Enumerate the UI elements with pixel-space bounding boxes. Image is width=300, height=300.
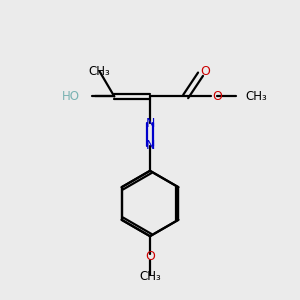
Text: O: O bbox=[200, 65, 210, 78]
Text: O: O bbox=[212, 90, 222, 103]
Text: CH₃: CH₃ bbox=[139, 270, 161, 283]
Text: CH₃: CH₃ bbox=[88, 65, 110, 78]
Text: HO: HO bbox=[62, 90, 80, 103]
Text: O: O bbox=[145, 250, 155, 263]
Text: N: N bbox=[145, 117, 155, 130]
Text: N: N bbox=[145, 139, 155, 152]
Text: CH₃: CH₃ bbox=[245, 90, 267, 103]
